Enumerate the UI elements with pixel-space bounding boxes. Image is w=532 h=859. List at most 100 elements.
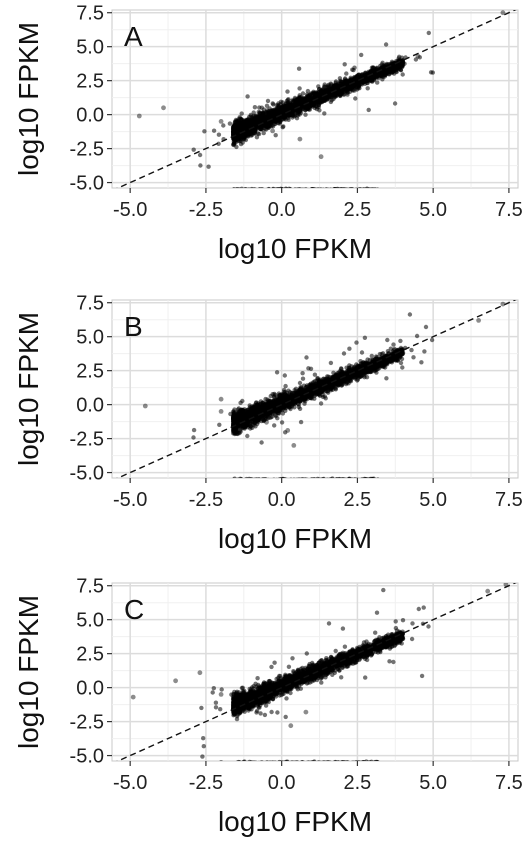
scatter-point bbox=[328, 86, 333, 92]
scatter-point bbox=[270, 188, 274, 192]
scatter-point bbox=[417, 55, 422, 60]
scatter-point bbox=[269, 188, 273, 192]
scatter-point bbox=[402, 61, 407, 66]
scatter-point bbox=[366, 69, 371, 75]
scatter-point bbox=[290, 98, 295, 103]
scatter-point bbox=[315, 90, 320, 95]
scatter-point bbox=[337, 188, 341, 192]
scatter-point bbox=[261, 188, 265, 192]
scatter-point bbox=[206, 164, 211, 169]
scatter-point bbox=[297, 86, 302, 91]
scatter-point bbox=[361, 187, 365, 188]
scatter-point bbox=[413, 57, 419, 62]
scatter-point bbox=[326, 187, 330, 188]
x-tick-label: 0.0 bbox=[268, 199, 296, 221]
scatter-point bbox=[397, 54, 402, 59]
scatter-point bbox=[248, 130, 253, 135]
scatter-point bbox=[337, 76, 343, 81]
scatter-point bbox=[264, 111, 269, 116]
scatter-point bbox=[246, 114, 252, 120]
scatter-point bbox=[249, 186, 254, 188]
scatter-point bbox=[364, 186, 370, 188]
scatter-point bbox=[275, 188, 279, 192]
scatter-point bbox=[358, 189, 362, 193]
scatter-point bbox=[260, 188, 264, 192]
scatter-point bbox=[303, 112, 308, 117]
scatter-point bbox=[295, 188, 299, 192]
scatter-point bbox=[323, 188, 327, 192]
scatter-point bbox=[252, 105, 258, 110]
scatter-point bbox=[301, 188, 305, 192]
scatter-point bbox=[391, 71, 397, 76]
scatter-point bbox=[317, 108, 322, 113]
scatter-point bbox=[372, 70, 377, 76]
data-point bbox=[294, 108, 300, 113]
scatter-point bbox=[303, 189, 307, 193]
scatter-point bbox=[285, 188, 289, 192]
scatter-point bbox=[340, 188, 344, 192]
scatter-point bbox=[252, 187, 257, 188]
scatter-point bbox=[346, 187, 348, 188]
scatter-point bbox=[261, 187, 263, 188]
scatter-point bbox=[238, 187, 242, 188]
scatter-point bbox=[247, 187, 251, 188]
scatter-point bbox=[317, 189, 321, 193]
scatter-point bbox=[243, 131, 249, 136]
scatter-point bbox=[339, 188, 343, 192]
data-point bbox=[500, 10, 506, 16]
scatter-point bbox=[297, 93, 302, 98]
scatter-point bbox=[338, 188, 342, 192]
scatter-point bbox=[292, 188, 296, 192]
scatter-point bbox=[358, 188, 362, 192]
scatter-point bbox=[231, 188, 235, 192]
scatter-point bbox=[238, 141, 244, 147]
scatter-point bbox=[304, 188, 308, 192]
scatter-point bbox=[266, 189, 270, 193]
scatter-point bbox=[344, 188, 348, 192]
scatter-point bbox=[295, 187, 297, 188]
scatter-point bbox=[375, 187, 380, 188]
scatter-point bbox=[314, 104, 320, 110]
scatter-point bbox=[329, 187, 332, 188]
scatter-point bbox=[270, 188, 274, 192]
scatter-point bbox=[370, 79, 375, 84]
data-point bbox=[415, 53, 421, 59]
scatter-point bbox=[235, 134, 241, 139]
data-point bbox=[297, 136, 303, 142]
scatter-point bbox=[362, 188, 366, 192]
scatter-point bbox=[241, 188, 245, 192]
scatter-point bbox=[335, 187, 338, 188]
scatter-point bbox=[361, 187, 364, 188]
scatter-point bbox=[300, 189, 304, 193]
scatter-point bbox=[384, 70, 390, 76]
scatter-point bbox=[283, 186, 288, 188]
scatter-point bbox=[266, 186, 271, 188]
scatter-point bbox=[211, 128, 217, 133]
scatter-point bbox=[375, 80, 380, 85]
x-tick-label: -2.5 bbox=[189, 199, 223, 221]
scatter-point bbox=[295, 189, 299, 193]
scatter-point bbox=[299, 188, 303, 192]
scatter-point bbox=[247, 403, 252, 408]
scatter-point bbox=[246, 188, 250, 192]
scatter-point bbox=[244, 189, 248, 193]
scatter-point bbox=[250, 187, 253, 188]
x-tick-label: 2.5 bbox=[344, 199, 372, 221]
scatter-point bbox=[304, 383, 310, 388]
scatter-point bbox=[360, 80, 366, 85]
y-axis-title: log10 FPKM bbox=[13, 22, 44, 176]
scatter-point bbox=[310, 91, 316, 96]
scatter-point bbox=[359, 52, 364, 58]
y-tick-label: 2.5 bbox=[76, 71, 104, 93]
panel-label: A bbox=[124, 21, 143, 52]
scatter-point bbox=[342, 62, 347, 67]
scatter-point bbox=[285, 89, 290, 94]
scatter-point bbox=[326, 187, 328, 188]
scatter-point bbox=[307, 188, 311, 192]
scatter-point bbox=[310, 188, 314, 192]
scatter-point bbox=[270, 189, 274, 193]
scatter-point bbox=[309, 188, 313, 192]
reference-line bbox=[116, 10, 517, 188]
scatter-point bbox=[297, 189, 301, 193]
scatter-point bbox=[330, 188, 334, 192]
